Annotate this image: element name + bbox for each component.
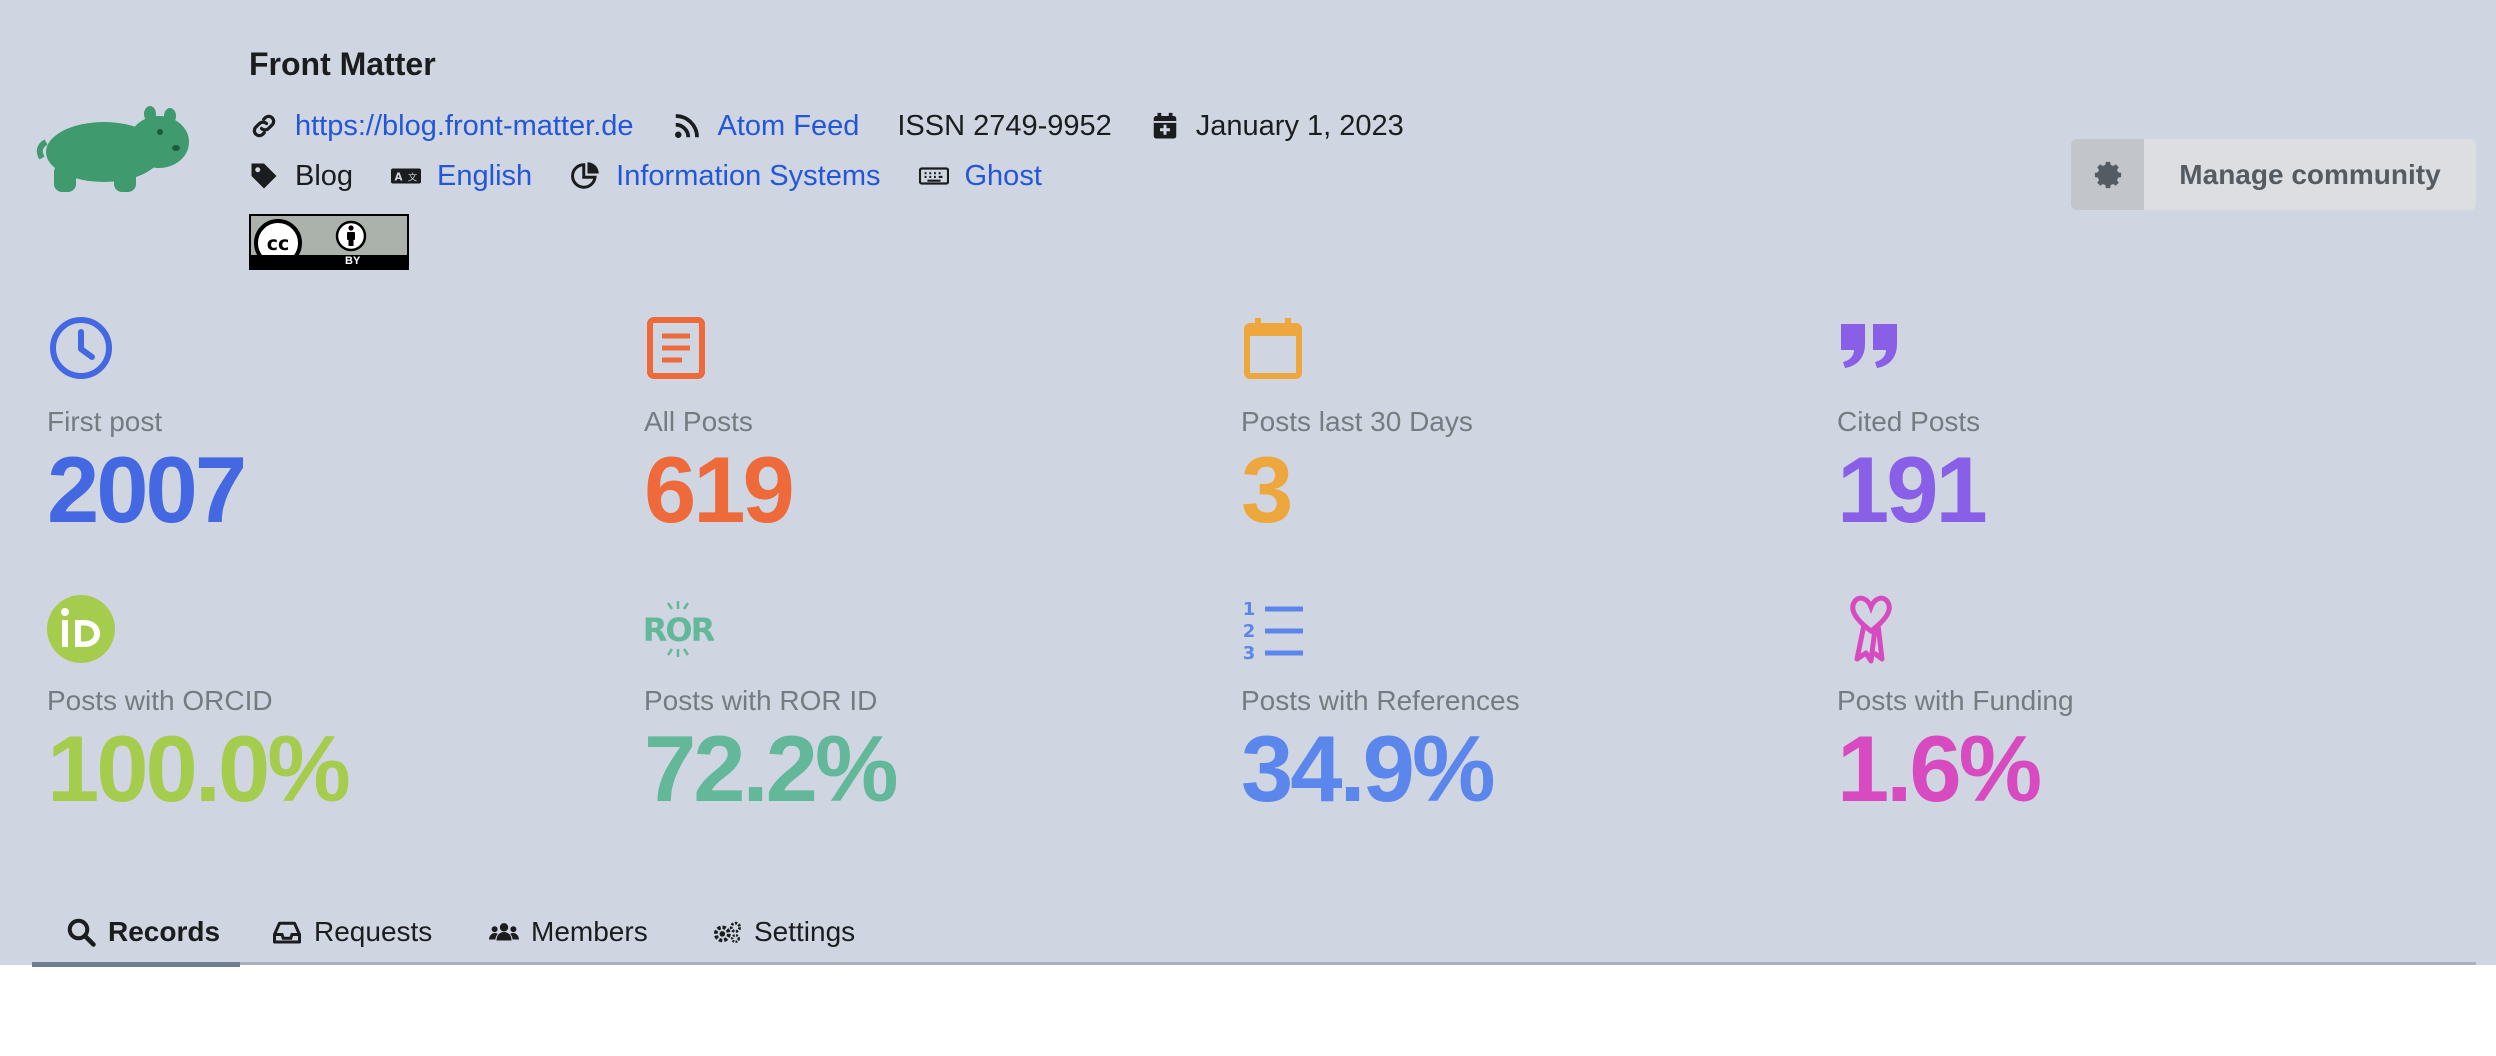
stat-label: Posts with Funding bbox=[1837, 685, 2074, 716]
users-icon bbox=[489, 922, 519, 940]
pie-chart-icon bbox=[571, 162, 599, 189]
stat-cited-posts: Cited Posts 191 bbox=[1837, 316, 2397, 542]
orcid-icon bbox=[47, 595, 115, 663]
link-icon bbox=[252, 114, 276, 138]
category-item[interactable]: Information Systems bbox=[570, 159, 881, 193]
ror-icon: ROR bbox=[644, 601, 714, 657]
tab-requests[interactable]: Requests bbox=[272, 898, 432, 965]
manage-gear-box bbox=[2071, 139, 2144, 210]
community-type: Blog bbox=[295, 159, 354, 192]
clock-icon bbox=[50, 317, 112, 379]
active-tab-indicator bbox=[32, 962, 240, 967]
date-item: January 1, 2023 bbox=[1150, 110, 1404, 143]
gear-icon bbox=[2094, 161, 2121, 188]
creative-commons-icon: cc bbox=[254, 219, 302, 267]
stat-value: 3 bbox=[1241, 437, 1293, 542]
platform-link[interactable]: Ghost bbox=[964, 159, 1042, 192]
rss-icon bbox=[674, 114, 699, 138]
attribution-icon bbox=[335, 220, 367, 252]
svg-text:3: 3 bbox=[1243, 643, 1256, 664]
atom-feed-link[interactable]: Atom Feed bbox=[717, 109, 860, 142]
numbered-list-icon: 1 2 3 bbox=[1243, 599, 1303, 664]
keyboard-icon bbox=[918, 167, 949, 185]
hippo-logo-icon bbox=[36, 106, 189, 192]
community-title: Front Matter bbox=[249, 46, 436, 82]
language-link[interactable]: English bbox=[437, 159, 533, 192]
svg-text:文: 文 bbox=[408, 172, 418, 184]
stat-value: 191 bbox=[1837, 437, 1988, 542]
stat-label: Posts with ORCID bbox=[47, 685, 273, 716]
website-link[interactable]: https://blog.front-matter.de bbox=[295, 109, 634, 142]
platform-item[interactable]: Ghost bbox=[918, 159, 1042, 193]
stat-label: First post bbox=[47, 406, 163, 437]
manage-community-button[interactable]: Manage community bbox=[2071, 139, 2476, 210]
cc-by-license-badge[interactable]: cc BY bbox=[249, 214, 409, 270]
manage-community-label: Manage community bbox=[2144, 139, 2476, 210]
stat-value: 1.6% bbox=[1837, 716, 2042, 821]
community-tabs: Records Requests Members Settings bbox=[32, 898, 2476, 967]
calendar-plus-icon bbox=[1153, 112, 1177, 139]
feed-link-item[interactable]: Atom Feed bbox=[672, 109, 860, 143]
tab-label: Members bbox=[531, 915, 648, 947]
type-item: Blog bbox=[249, 160, 353, 193]
tab-label: Records bbox=[108, 915, 221, 947]
tag-icon bbox=[251, 163, 277, 189]
stat-label: Posts with References bbox=[1241, 685, 1520, 716]
stat-posts-with-orcid: Posts with ORCID 100.0% bbox=[47, 595, 607, 821]
stat-value: 100.0% bbox=[47, 716, 351, 821]
quote-icon bbox=[1841, 324, 1897, 368]
stat-value: 72.2% bbox=[644, 716, 899, 821]
stat-posts-with-ror-id: ROR Posts with ROR ID 72.2% bbox=[644, 595, 1204, 821]
stat-label: Posts last 30 Days bbox=[1241, 406, 1473, 437]
stat-label: All Posts bbox=[644, 406, 753, 437]
stat-posts-with-references: 1 2 3 Posts with References 34.9% bbox=[1241, 595, 1801, 821]
stat-value: 2007 bbox=[47, 437, 247, 542]
svg-text:2: 2 bbox=[1243, 621, 1256, 642]
stat-label: Posts with ROR ID bbox=[644, 685, 878, 716]
svg-text:1: 1 bbox=[1243, 599, 1256, 620]
tab-members[interactable]: Members bbox=[489, 898, 648, 965]
search-icon bbox=[67, 918, 96, 947]
license-badge-bar bbox=[251, 255, 407, 268]
svg-text:cc: cc bbox=[267, 233, 290, 255]
ribbon-icon bbox=[1850, 595, 1892, 664]
document-icon bbox=[647, 317, 705, 379]
stat-label: Cited Posts bbox=[1837, 406, 1981, 437]
tab-label: Settings bbox=[754, 915, 856, 947]
svg-text:ROR: ROR bbox=[644, 611, 714, 649]
issn-item: ISSN 2749-9952 bbox=[897, 110, 1111, 143]
stat-posts-with-funding: Posts with Funding 1.6% bbox=[1837, 595, 2397, 821]
stat-posts-last-30-days: Posts last 30 Days 3 bbox=[1241, 316, 1801, 542]
inbox-icon bbox=[273, 921, 301, 943]
tab-label: Requests bbox=[314, 915, 433, 947]
community-meta-row-1: https://blog.front-matter.de Atom Feed I… bbox=[249, 106, 1442, 146]
svg-text:A: A bbox=[395, 172, 403, 184]
stat-value: 34.9% bbox=[1241, 716, 1496, 821]
tab-settings[interactable]: Settings bbox=[712, 898, 855, 965]
stat-value: 619 bbox=[644, 437, 795, 542]
stat-first-post: First post 2007 bbox=[47, 316, 607, 542]
stat-all-posts: All Posts 619 bbox=[644, 316, 1204, 542]
calendar-icon bbox=[1244, 318, 1302, 379]
issn-text: ISSN 2749-9952 bbox=[897, 109, 1112, 142]
category-link[interactable]: Information Systems bbox=[616, 159, 881, 192]
website-link-item[interactable]: https://blog.front-matter.de bbox=[249, 110, 634, 143]
license-badge-text: BY bbox=[345, 255, 361, 267]
tab-records[interactable]: Records bbox=[66, 898, 220, 965]
cogs-icon bbox=[713, 921, 742, 943]
created-date: January 1, 2023 bbox=[1195, 109, 1404, 142]
